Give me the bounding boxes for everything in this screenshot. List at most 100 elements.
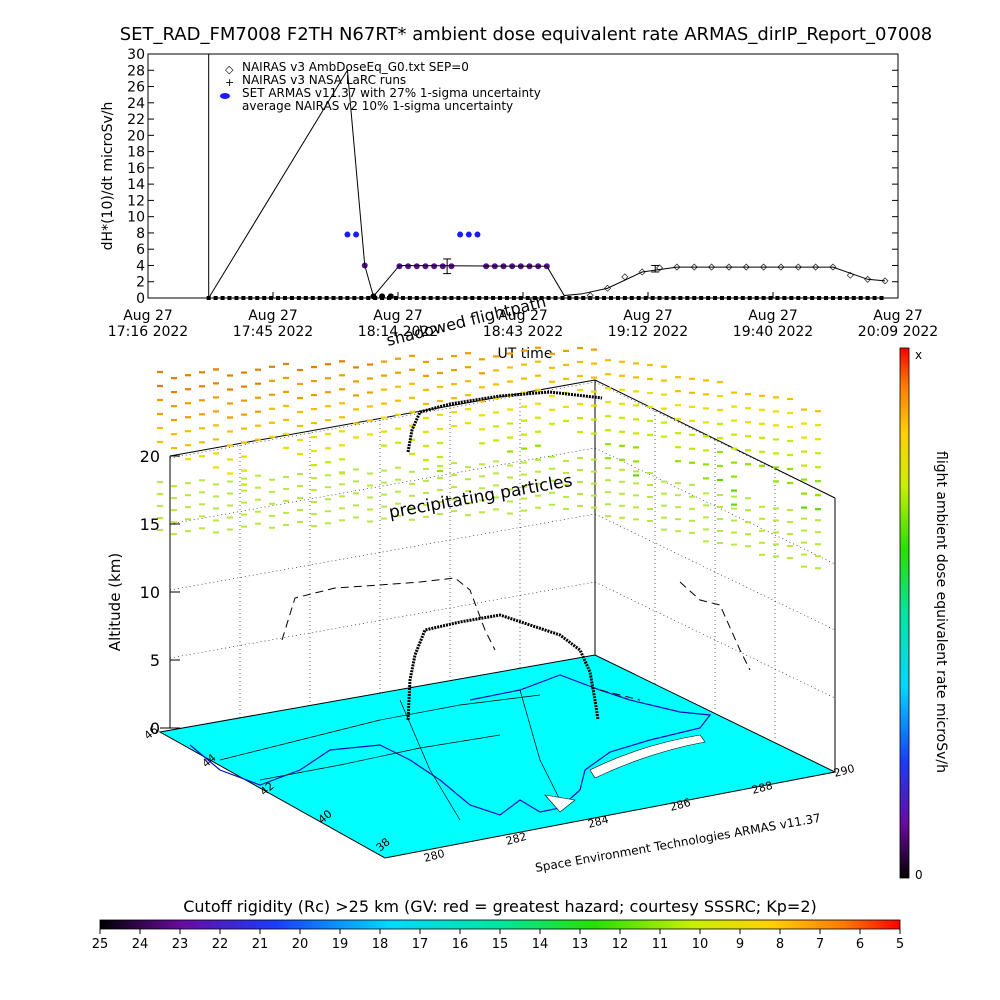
y-tick-label: 18 [127,145,145,161]
baseline-point [407,296,412,300]
baseline-point [761,296,766,300]
baseline-point [719,296,724,300]
longitude-tick-label: 280 [422,847,446,865]
colorbar-tick-label: 10 [692,937,709,952]
baseline-point [241,296,246,300]
colorbar-tick-label: 25 [92,937,109,952]
baseline-point [428,296,433,300]
baseline-point [248,296,253,300]
baseline-point [296,296,301,300]
baseline-point [511,296,516,300]
y-tick-label: 22 [127,112,145,128]
x-tick-label-time: 18:43 2022 [483,324,563,340]
baseline-point [414,296,419,300]
y-tick-label: 28 [127,63,145,79]
particle-field [157,346,821,570]
baseline-point [498,296,503,300]
armas-point [474,231,481,238]
baseline-point [602,296,607,300]
baseline-point [491,296,496,300]
baseline-point [449,296,454,300]
dose-colorbar-label: flight ambient dose equivalent rate micr… [933,451,949,773]
dose-colorbar-bottom: 0 [915,868,923,882]
y-tick-label: 0 [136,291,145,307]
baseline-point [622,296,627,300]
baseline-point [359,296,364,300]
altitude-ticks: 0 5 10 15 20 [140,447,180,738]
baseline-point [269,296,274,300]
annotation-precipitating: precipitating particles [387,471,574,523]
flightpath-high [406,390,603,453]
legend-label-1: NAIRAS v3 NASA LaRC runs [242,73,406,87]
baseline-point [393,296,398,300]
y-tick-label: 14 [127,177,145,193]
nairas-point [742,263,750,271]
colorbar-tick-label: 14 [532,937,549,952]
altitude-tick-label: 5 [150,651,160,670]
altitude-tick-label: 15 [140,515,160,534]
y-tick-label: 16 [127,161,145,177]
baseline-point [421,296,426,300]
altitude-tick-label: 20 [140,447,160,466]
nairas-point [760,263,768,271]
baseline-point [400,296,405,300]
baseline-point [525,296,530,300]
armas-point [457,231,464,238]
legend-label-0: NAIRAS v3 AmbDoseEq_G0.txt SEP=0 [242,60,469,74]
nairas-point [881,277,889,285]
nairas-point [777,263,785,271]
longitude-ticks: 280 282 284 286 288 290 [422,762,856,865]
armas-point [431,263,438,270]
colorbar-tick-label: 12 [612,937,629,952]
armas-point [379,293,386,300]
baseline-point [338,296,343,300]
chart-title: SET_RAD_FM7008 F2TH N67RT* ambient dose … [120,24,933,45]
map-floor [158,654,837,859]
baseline-point [671,296,676,300]
colorbar-tick-label: 16 [452,937,469,952]
rigidity-colorbar-ticks: 25 24 23 22 21 20 19 18 17 16 15 14 13 12 11 10 9 8 7 6 5 [92,929,904,952]
baseline-point [837,296,842,300]
nairas-point [586,291,594,300]
x-tick-label-time: 20:09 2022 [858,324,938,340]
y-tick-label: 10 [127,210,145,226]
baseline-point [747,296,752,300]
baseline-point [754,296,759,300]
colorbar-tick-label: 13 [572,937,589,952]
legend: ◇ + NAIRAS v3 AmbDoseEq_G0.txt SEP=0 NAI… [220,60,541,113]
colorbar-tick-label: 7 [816,937,824,952]
colorbar-tick-label: 19 [332,937,349,952]
colorbar-tick-label: 5 [896,937,904,952]
baseline-point [713,296,718,300]
baseline-point [310,296,315,300]
y-tick-label: 4 [136,258,145,274]
shadowed-flightpath-line [281,577,751,701]
baseline-point [477,296,482,300]
colorbar-tick-label: 20 [292,937,309,952]
altitude-axis-label: Altitude (km) [106,553,124,651]
baseline-point [726,296,731,300]
baseline-point [595,296,600,300]
y-tick-label: 2 [136,275,145,291]
baseline-point [324,296,329,300]
x-tick-label-date: Aug 27 [498,308,548,324]
baseline-point [830,296,835,300]
baseline-point [463,296,468,300]
x-tick-label-time: 19:12 2022 [608,324,688,340]
longitude-tick-label: 290 [832,762,856,780]
x-axis-label: UT time [498,346,553,362]
baseline-point [844,296,849,300]
baseline-point [289,296,294,300]
baseline-point [255,296,260,300]
baseline-point [629,296,634,300]
baseline-point [213,296,218,300]
nairas-point [673,263,681,271]
flightpath-mid [406,613,600,721]
baseline-point [470,296,475,300]
colorbar-tick-label: 17 [412,937,429,952]
colorbar-tick-label: 15 [492,937,509,952]
armas-point [344,231,351,238]
armas-point [465,231,472,238]
baseline-point [560,296,565,300]
